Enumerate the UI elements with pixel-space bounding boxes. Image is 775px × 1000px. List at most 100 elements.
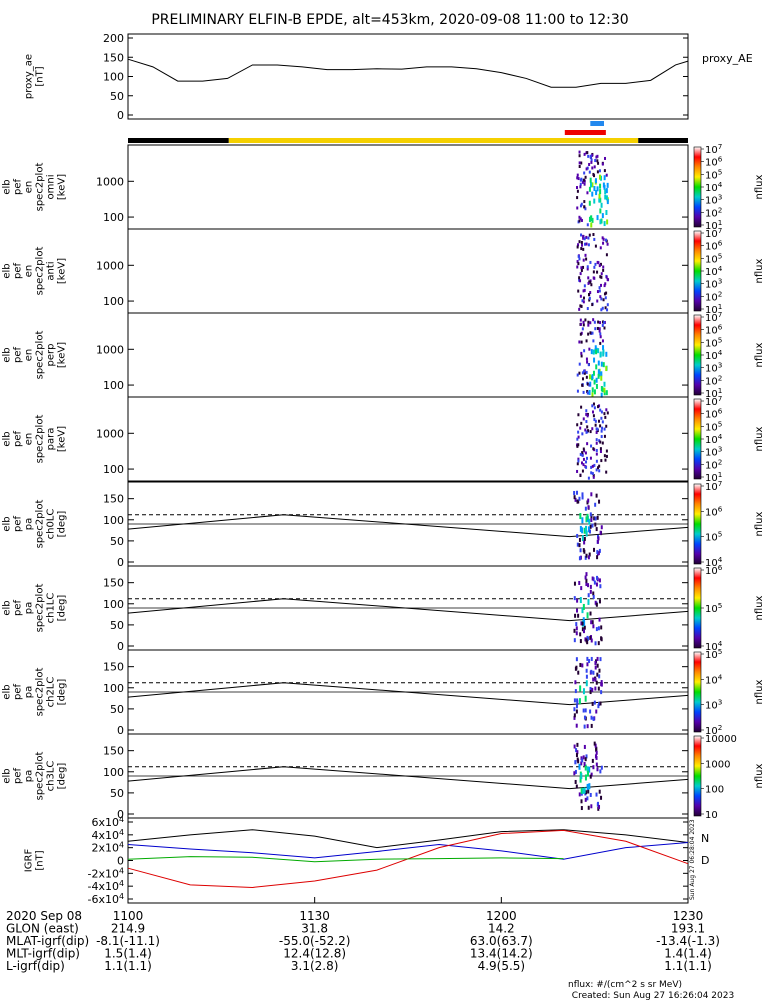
spectrogram-pixel [595, 441, 598, 445]
y-tick-label: 200 [103, 32, 124, 45]
spectrogram-pixel [605, 470, 608, 474]
ephemeris-value: 4.9(5.5) [478, 959, 526, 973]
spectrogram-pixel [600, 375, 603, 381]
spectrogram-pixel [588, 216, 591, 222]
spectrogram-pixel [579, 662, 582, 667]
spectrogram-pixel [577, 759, 580, 764]
spectrogram-pixel [602, 268, 605, 272]
spectrogram-pixel [587, 805, 590, 810]
spectrogram-pixel [579, 548, 582, 553]
spectrogram-pixel [586, 656, 589, 661]
spectrogram-pixel [593, 418, 596, 422]
spectrogram-pixel [590, 723, 593, 728]
proxy-ae-ylabel-line: [nT] [35, 66, 46, 86]
spectrogram-pixel [606, 242, 609, 246]
spectrogram-pixel [603, 169, 606, 173]
spectrogram-pixel [605, 424, 608, 428]
igrf-ylabel-line: [nT] [35, 850, 46, 870]
spectrogram-pixel [597, 536, 600, 541]
colorbar-tick-label: 103 [705, 361, 722, 375]
spectrogram-pixel [583, 629, 586, 634]
spectrogram-pixel [586, 166, 589, 170]
spectrogram-pixel [579, 272, 582, 276]
colorbar-tick-label: 105 [705, 419, 722, 433]
spectrogram-pixel [574, 613, 577, 618]
spectrogram-pixel [590, 444, 593, 448]
spectrogram-pixel [590, 669, 593, 674]
spectrogram-pixel [582, 296, 585, 300]
spectrogram-pixel [599, 335, 602, 339]
spectrogram-pixel [590, 182, 593, 188]
spectrogram-pixel [596, 186, 599, 192]
spectrogram-pixel [586, 442, 589, 446]
orbit-bar-black [128, 138, 229, 143]
spectrogram-pixel [596, 215, 599, 221]
colorbar-label: nflux [754, 511, 765, 536]
pitch-ylabel-line: pef [13, 516, 24, 533]
spectrogram-pixel [583, 284, 586, 288]
colorbar-tick-label: 105 [705, 530, 722, 544]
ephemeris-value: 1130 [299, 909, 330, 923]
colorbar-tick-label: 100 [705, 785, 724, 796]
y-tick-label: 50 [110, 703, 124, 716]
spectrogram-pixel [598, 197, 601, 203]
spectrogram-pixel [579, 632, 582, 637]
energy-ylabel-line: en [24, 265, 35, 278]
spectrogram-pixel [588, 529, 591, 534]
ephemeris-row-label: MLAT-igrf(dip) [6, 934, 89, 948]
y-tick-label: 2x104 [91, 841, 124, 855]
colorbar-tick-label: 106 [705, 563, 723, 577]
spectrogram-pixel [605, 173, 608, 177]
spectrogram-pixel [591, 576, 594, 581]
orbit-bar-black [638, 138, 688, 143]
spectrogram-pixel [584, 451, 587, 455]
spectrogram-pixel [599, 769, 602, 774]
spectrogram-pixel [573, 628, 576, 633]
spectrogram-pixel [596, 290, 599, 294]
spectrogram-pixel [584, 428, 587, 432]
spectrogram-pixel [586, 151, 589, 155]
energy-ylabel-line: spec2plot [35, 331, 46, 380]
colorbar-tick-label: 104 [705, 432, 723, 446]
spectrogram-pixel [574, 760, 577, 765]
spectrogram-pixel [601, 441, 604, 445]
loss-cone-line [127, 598, 689, 622]
spectrogram-pixel [583, 761, 586, 766]
spectrogram-pixel [605, 408, 608, 412]
spectrogram-pixel [601, 323, 604, 327]
spectrogram-pixel [576, 186, 579, 190]
spectrogram-pixel [597, 320, 600, 324]
spectrogram-pixel [586, 414, 589, 418]
spectrogram-pixel [576, 469, 579, 473]
spectrogram-pixel [601, 162, 604, 166]
spectrogram-pixel [581, 535, 584, 542]
ephemeris-value: -13.4(-1.3) [656, 934, 720, 948]
spectrogram-pixel [592, 594, 595, 599]
spectrogram-pixel [587, 281, 590, 285]
spectrogram-pixel [598, 329, 601, 333]
spectrogram-pixel [587, 320, 590, 324]
colorbar-tick-label: 106 [705, 407, 723, 421]
spectrogram-pixel [589, 291, 592, 295]
spectrogram-pixel [585, 242, 588, 246]
colorbar-tick-label: 102 [705, 457, 722, 471]
ephemeris-value: 1.4(1.4) [664, 947, 712, 961]
colorbar-tick-label: 101 [705, 470, 722, 484]
ephemeris-value: 193.1 [671, 922, 705, 936]
spectrogram-pixel [598, 193, 601, 199]
spectrogram-pixel [579, 426, 582, 430]
y-tick-label: 100 [103, 295, 124, 308]
ephemeris-value: -8.1(-11.1) [96, 934, 160, 948]
spectrogram-pixel [573, 744, 576, 749]
spectrogram-pixel [594, 178, 597, 184]
spectrogram-pixel [604, 238, 607, 242]
spectrogram-pixel [604, 296, 607, 300]
spectrogram-pixel [583, 619, 586, 626]
spectrogram-pixel [579, 318, 582, 322]
spectrogram-pixel [596, 539, 599, 544]
spectrogram-pixel [595, 377, 598, 383]
spectrogram-pixel [600, 637, 603, 642]
igrf-legend-n: N [701, 832, 709, 845]
spectrogram-pixel [578, 164, 581, 168]
spectrogram-pixel [606, 277, 609, 281]
